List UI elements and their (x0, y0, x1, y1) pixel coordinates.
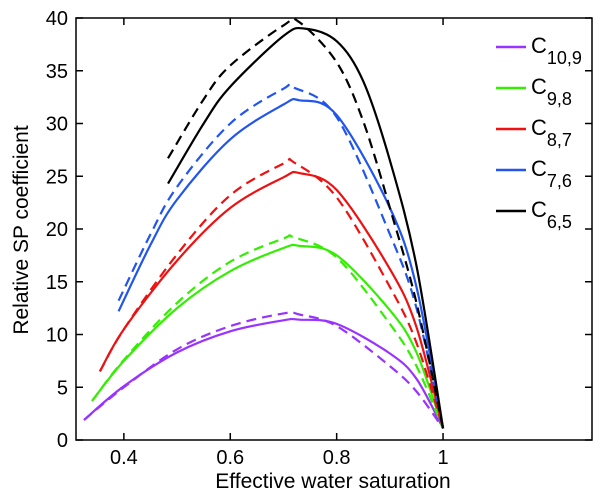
y-tick-label: 40 (46, 8, 68, 30)
y-tick-label: 25 (46, 166, 68, 188)
series-line-solid-0 (83, 317, 445, 429)
series-line-solid-3 (117, 98, 445, 429)
y-ticks: 0 5 10 15 20 25 30 35 40 (46, 8, 592, 452)
plot-border (75, 17, 593, 441)
x-tick-label: 1 (437, 447, 448, 469)
legend-subscript-0: 10,9 (547, 48, 582, 68)
legend: C10,9 C9,8 C8,7 C7,6 C6,5 (496, 33, 582, 232)
x-tick-label: 0.4 (110, 447, 138, 469)
plot-frame (75, 17, 593, 441)
y-tick-label: 10 (46, 325, 68, 347)
series-line-dashed-2 (98, 157, 445, 429)
series-line-dashed-3 (117, 83, 445, 429)
legend-label-2: C8,7 (531, 115, 572, 150)
series-line-dashed-0 (83, 311, 444, 430)
y-tick-label: 35 (46, 61, 68, 83)
legend-subscript-3: 7,6 (547, 171, 572, 191)
legend-label-3: C7,6 (531, 156, 572, 191)
legend-label-4: C6,5 (531, 197, 572, 232)
series-line-solid-4 (167, 26, 445, 429)
legend-subscript-1: 9,8 (547, 89, 572, 109)
x-tick-label: 0.6 (216, 447, 244, 469)
x-axis-label: Effective water saturation (215, 470, 450, 493)
y-tick-label: 30 (46, 114, 68, 136)
series-group (83, 17, 445, 430)
series-line-solid-2 (98, 170, 445, 429)
series-line-dashed-1 (91, 234, 445, 429)
series-line-solid-1 (91, 243, 445, 429)
y-tick-label: 20 (46, 219, 68, 241)
y-tick-label: 0 (57, 430, 68, 452)
x-tick-label: 0.8 (323, 447, 351, 469)
series-line-dashed-4 (167, 17, 445, 429)
legend-label-1: C9,8 (531, 74, 572, 109)
y-axis-label: Relative SP coefficient (10, 125, 33, 335)
x-ticks: 0.4 0.6 0.8 1 (110, 18, 449, 469)
legend-subscript-2: 8,7 (547, 130, 572, 150)
legend-subscript-4: 6,5 (547, 212, 572, 232)
legend-label-0: C10,9 (531, 33, 582, 68)
y-tick-label: 5 (57, 377, 68, 399)
y-tick-label: 15 (46, 272, 68, 294)
